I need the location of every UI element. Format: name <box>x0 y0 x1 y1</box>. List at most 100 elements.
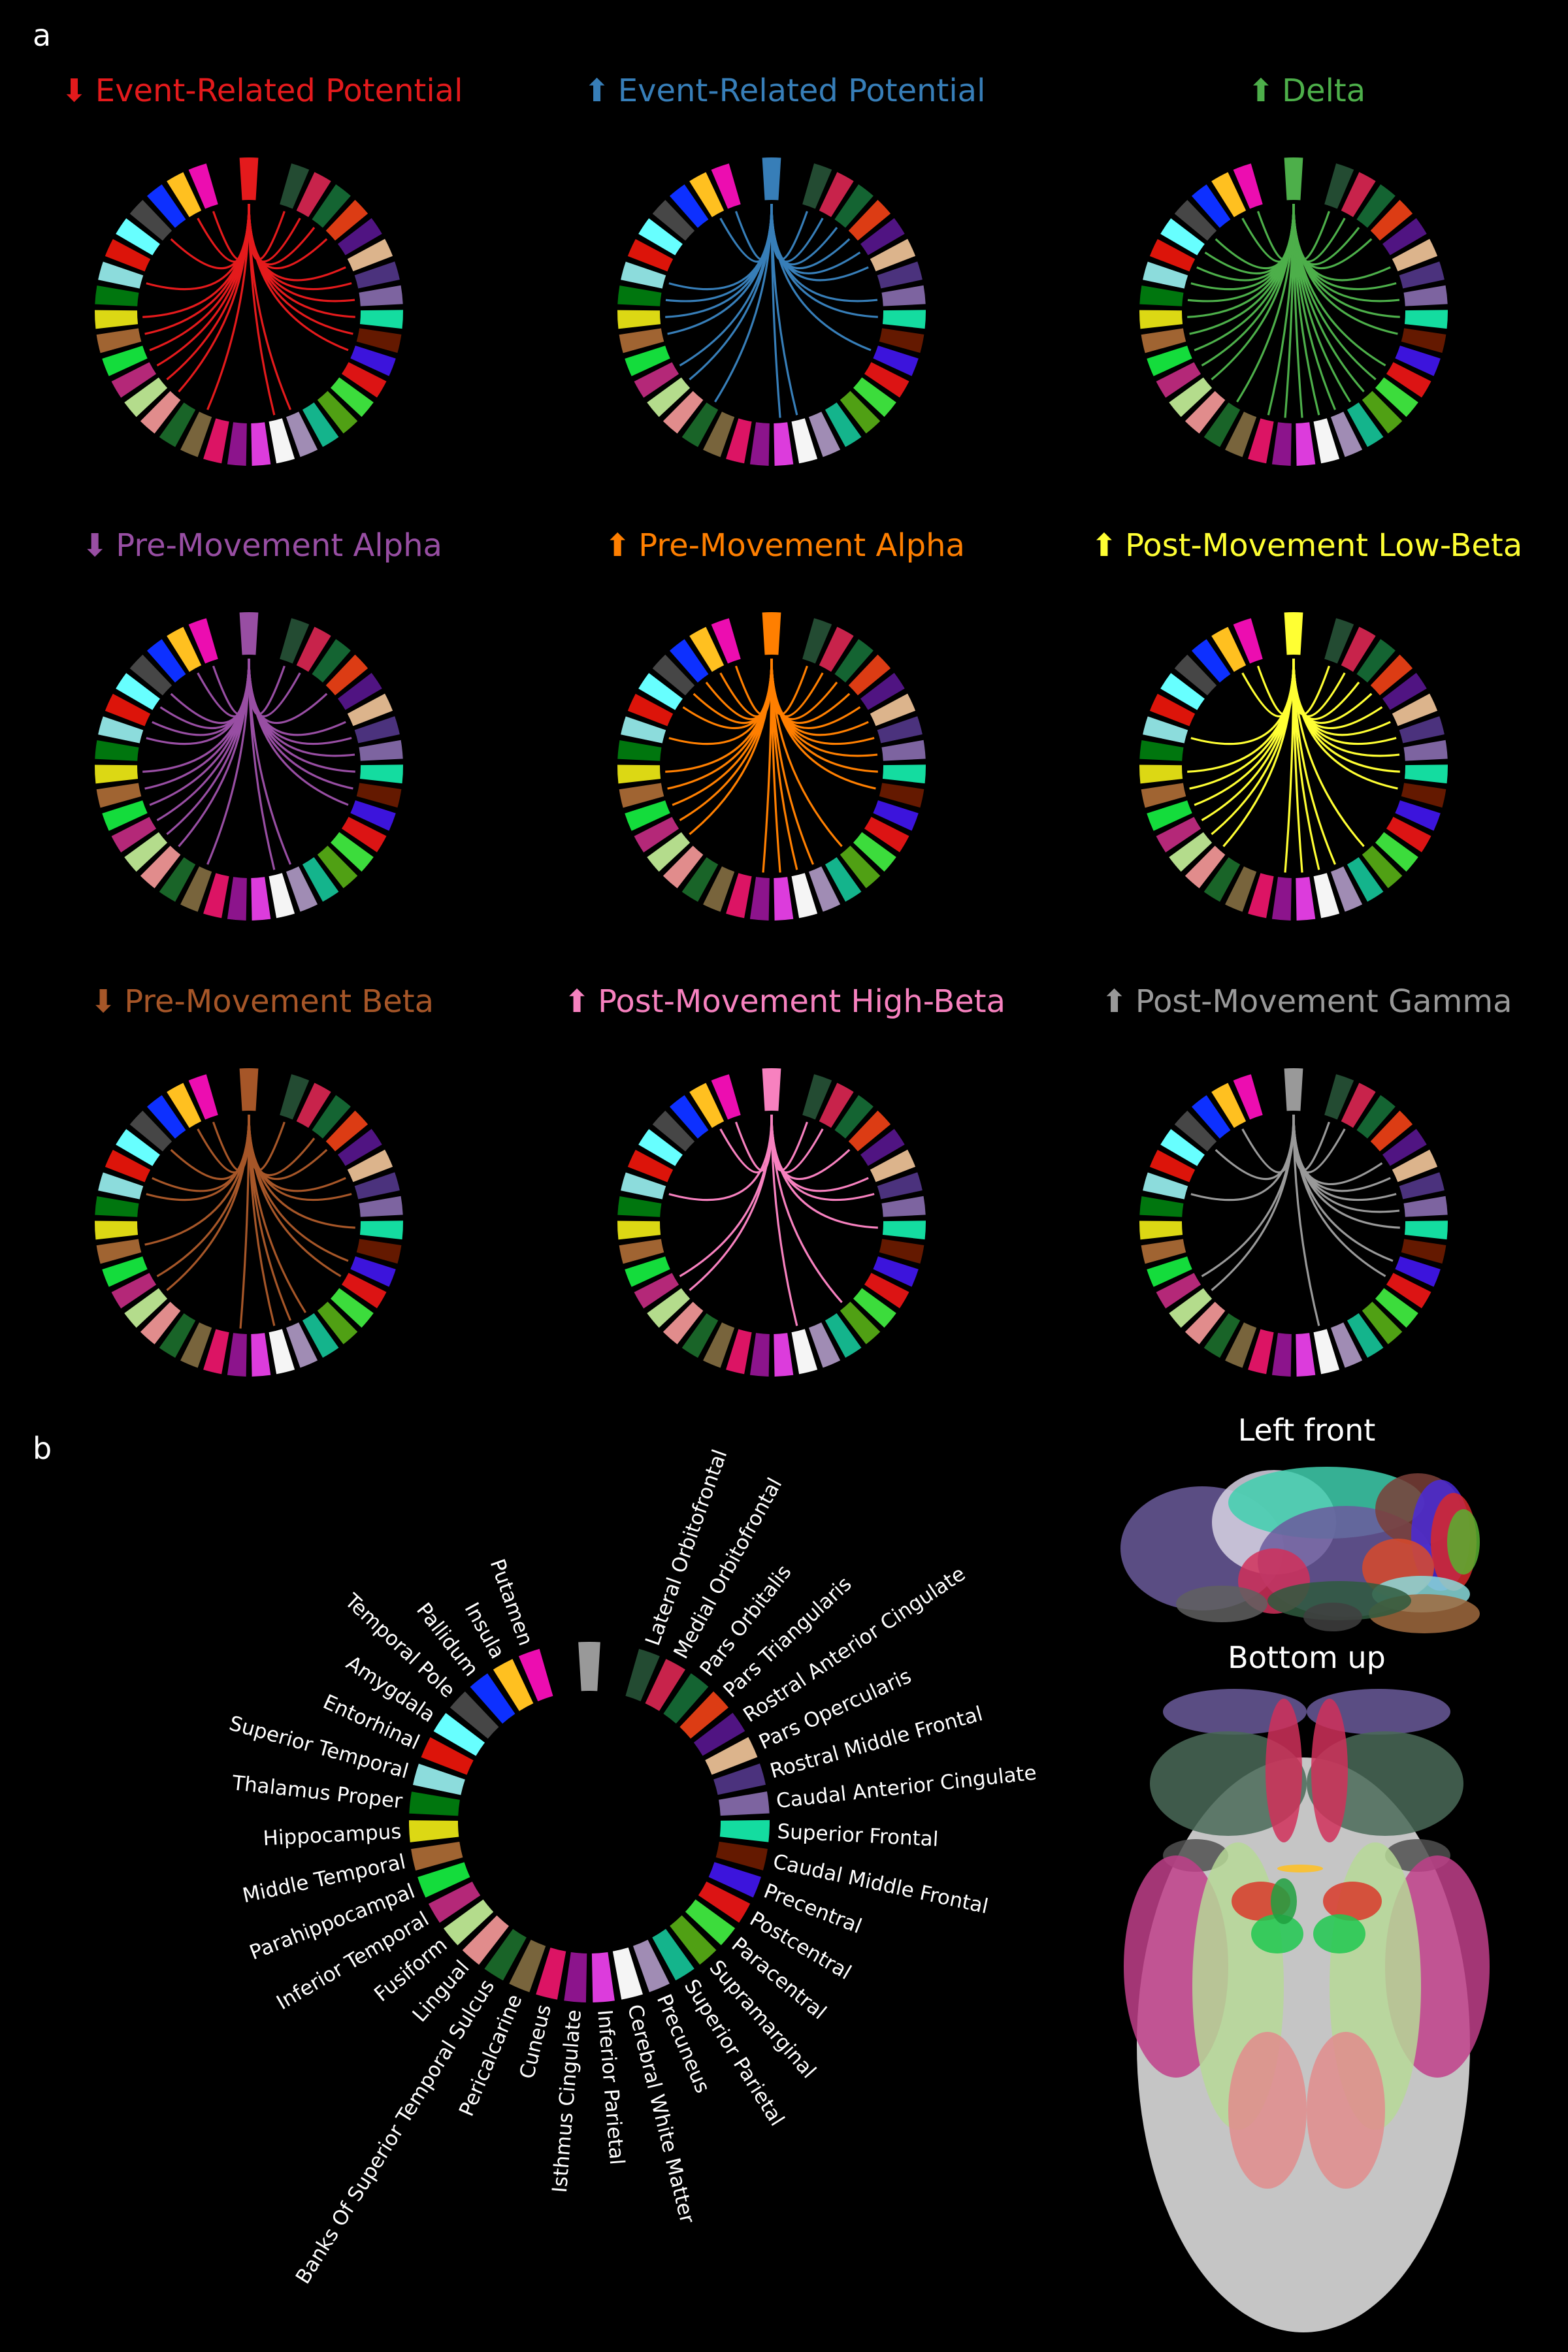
region-node <box>203 873 229 919</box>
connection-line <box>212 658 250 715</box>
region-node <box>1370 1110 1413 1152</box>
region-node <box>302 1313 339 1358</box>
region-node <box>1160 1129 1205 1166</box>
region-node <box>1399 716 1445 743</box>
region-node <box>1191 184 1231 228</box>
region-node <box>1395 1256 1441 1287</box>
brain-region-patch <box>1277 1865 1323 1872</box>
region-label: Banks Of Superior Temporal Sulcus <box>291 1975 500 2288</box>
region-node <box>356 783 402 808</box>
region-node <box>312 1095 351 1139</box>
connection-line <box>1256 203 1295 261</box>
region-node <box>325 654 368 696</box>
region-node <box>105 1149 151 1183</box>
region-node <box>443 1899 494 1946</box>
brain-region-patch <box>1307 2032 1385 2189</box>
connection-line <box>1222 658 1295 847</box>
panel-title: ⬆ Delta <box>1248 73 1365 109</box>
panel-title: ⬇ Pre-Movement Alpha <box>82 527 442 564</box>
region-node <box>1399 1172 1445 1200</box>
region-node <box>825 857 862 902</box>
connectivity-circle: ⬇ Pre-Movement Beta <box>90 983 434 1377</box>
region-node <box>433 1712 485 1756</box>
region-node <box>1203 857 1241 902</box>
region-node <box>286 866 318 912</box>
region-node <box>350 1256 396 1287</box>
region-node <box>681 1313 719 1358</box>
connection-line <box>248 658 349 806</box>
panel-letter-b: b <box>33 1431 52 1466</box>
panel-title-text: Delta <box>1282 73 1365 109</box>
region-node <box>129 654 172 696</box>
region-node <box>180 866 212 912</box>
region-node <box>853 832 896 872</box>
region-node <box>1356 184 1396 228</box>
brain-region-patch <box>1313 1914 1365 1953</box>
region-node <box>325 1110 368 1152</box>
connection-line <box>1256 658 1295 715</box>
region-node <box>1174 199 1217 241</box>
region-node <box>791 1329 818 1375</box>
region-node <box>347 693 393 727</box>
region-node <box>428 1882 481 1923</box>
region-node <box>617 1196 662 1217</box>
region-node <box>96 783 142 808</box>
connection-line <box>770 658 875 745</box>
region-node <box>129 1110 172 1152</box>
brain-region-patch <box>1251 1914 1303 1953</box>
connectivity-circle: ⬆ Pre-Movement Alpha <box>604 527 965 921</box>
region-node <box>1382 672 1427 710</box>
region-node <box>634 1273 679 1309</box>
region-node <box>280 1074 310 1120</box>
region-node <box>337 672 382 710</box>
region-node <box>621 716 666 743</box>
region-node <box>1174 1110 1217 1152</box>
region-node <box>848 654 891 696</box>
region-node <box>1347 1313 1384 1358</box>
region-node <box>808 866 841 912</box>
connection-line <box>178 658 250 847</box>
connectivity-circle: ⬆ Event-Related Potential <box>584 73 985 466</box>
arrow-icon: ⬇ <box>82 527 108 564</box>
region-node <box>1147 1256 1192 1287</box>
region-node <box>95 1196 139 1217</box>
region-node <box>1296 877 1316 921</box>
region-node <box>180 412 212 457</box>
connection-line <box>668 1114 773 1201</box>
region-node <box>1341 627 1376 672</box>
region-node <box>1147 346 1192 376</box>
connectivity-circle: ⬆ Delta <box>1139 73 1448 466</box>
connection-line <box>248 203 349 351</box>
region-node <box>1169 1288 1213 1328</box>
region-node <box>462 1915 509 1965</box>
region-node <box>669 639 709 683</box>
region-node <box>1184 845 1226 889</box>
region-node <box>774 1333 794 1377</box>
region-node <box>1248 873 1274 919</box>
region-node <box>1347 402 1384 448</box>
region-node <box>280 618 310 664</box>
region-node <box>834 639 874 683</box>
region-node <box>1324 163 1354 209</box>
panel-title-text: Post-Movement Gamma <box>1135 983 1512 1020</box>
connection-line <box>734 1114 773 1171</box>
connection-line <box>770 1114 875 1201</box>
region-node <box>834 1095 874 1139</box>
region-node <box>95 1220 139 1240</box>
region-node <box>1271 1333 1292 1377</box>
region-node <box>159 857 196 902</box>
connection-line <box>178 203 250 393</box>
region-node <box>251 422 271 466</box>
region-node <box>105 238 151 272</box>
region-node <box>140 391 181 434</box>
region-node <box>1330 1322 1363 1368</box>
region-node <box>341 1273 387 1309</box>
region-node <box>627 693 674 727</box>
region-node <box>354 261 400 289</box>
region-node <box>111 817 157 853</box>
region-node <box>1139 740 1184 761</box>
panel-title-text: Pre-Movement Alpha <box>638 527 965 564</box>
region-node <box>1160 218 1205 255</box>
region-node <box>341 362 387 398</box>
